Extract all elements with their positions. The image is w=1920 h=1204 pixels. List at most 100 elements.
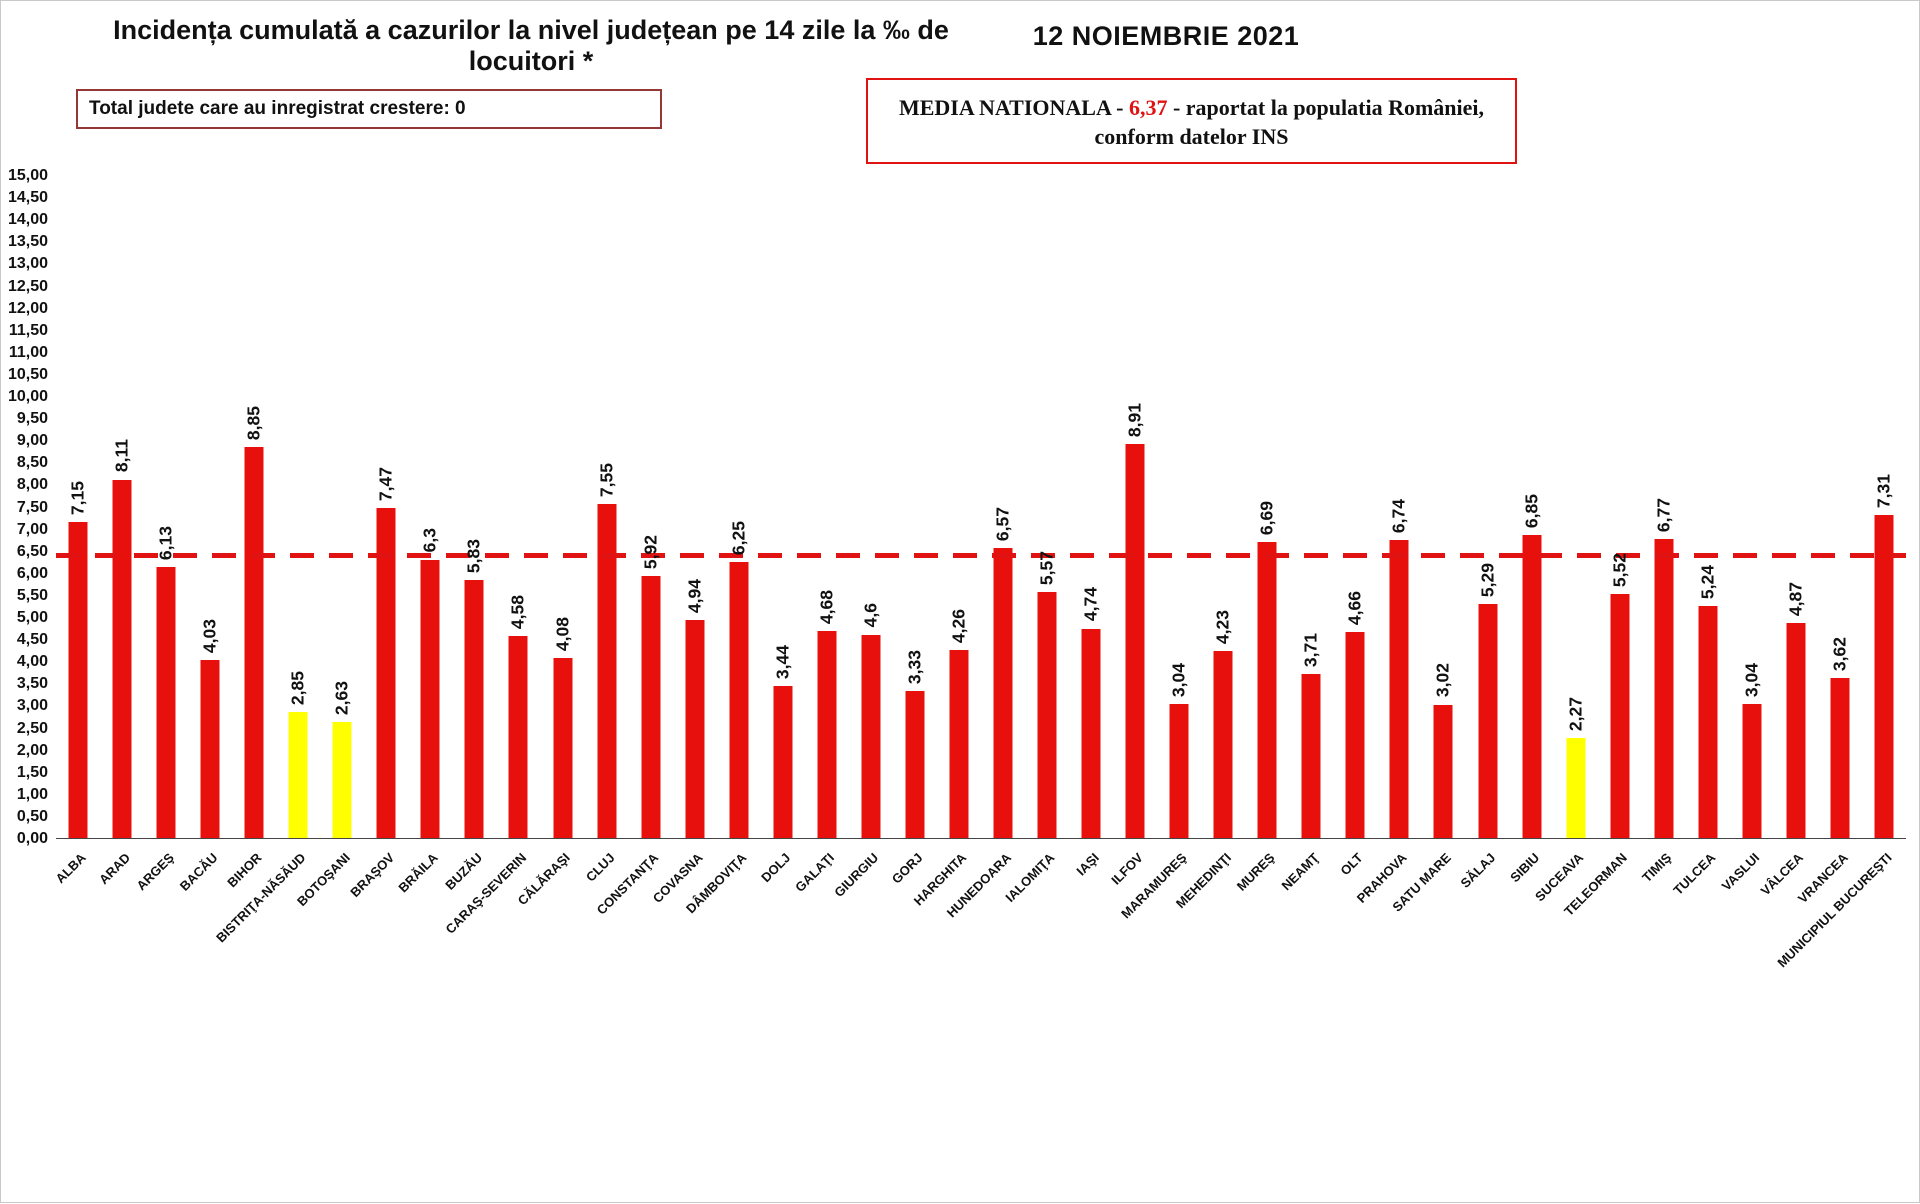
y-tick-label: 3,00 bbox=[16, 697, 48, 715]
bar-sibiu bbox=[1522, 535, 1542, 838]
bar-alba bbox=[68, 521, 88, 838]
national-average-suffix: - raportat la populatia României, bbox=[1167, 95, 1485, 120]
bar-slot-prahova: 6,74 bbox=[1377, 176, 1421, 838]
bar-slot-maramureş: 3,04 bbox=[1157, 176, 1201, 838]
bar-slot-covasna: 4,94 bbox=[673, 176, 717, 838]
bar-slot-caraş-severin: 4,58 bbox=[496, 176, 540, 838]
category-slot-municipiul bucureşti: MUNICIPIUL BUCUREŞTI bbox=[1774, 840, 1906, 1010]
y-tick-label: 10,50 bbox=[7, 365, 48, 383]
category-slot-argeş: ARGEŞ bbox=[133, 840, 188, 1010]
value-label-argeş: 6,13 bbox=[155, 526, 176, 561]
category-slot-suceava: SUCEAVA bbox=[1532, 840, 1598, 1010]
bar-slot-dâmboviţa: 6,25 bbox=[717, 176, 761, 838]
y-tick-label: 9,00 bbox=[16, 432, 48, 450]
value-label-sibiu: 6,85 bbox=[1521, 494, 1542, 529]
value-label-satu mare: 3,02 bbox=[1432, 663, 1453, 698]
bar-slot-mureş: 6,69 bbox=[1245, 176, 1289, 838]
value-label-cluj: 7,55 bbox=[596, 463, 617, 498]
y-tick-label: 13,00 bbox=[7, 255, 48, 273]
category-slot-gorj: GORJ bbox=[889, 840, 937, 1010]
bar-neamţ bbox=[1301, 674, 1321, 838]
y-tick-label: 1,00 bbox=[16, 785, 48, 803]
bar-constanţa bbox=[641, 576, 661, 838]
bar-slot-suceava: 2,27 bbox=[1554, 176, 1598, 838]
category-slot-arad: ARAD bbox=[96, 840, 144, 1010]
value-label-tulcea: 5,24 bbox=[1697, 565, 1718, 600]
bar-slot-sibiu: 6,85 bbox=[1510, 176, 1554, 838]
value-label-vrancea: 3,62 bbox=[1829, 636, 1850, 671]
category-slot-mureş: MUREŞ bbox=[1234, 840, 1289, 1010]
bar-slot-vaslui: 3,04 bbox=[1730, 176, 1774, 838]
y-tick-label: 0,50 bbox=[16, 807, 48, 825]
bar-galaţi bbox=[817, 631, 837, 838]
category-slot-braşov: BRAŞOV bbox=[347, 840, 408, 1010]
value-label-giurgiu: 4,6 bbox=[860, 603, 881, 628]
bar-slot-giurgiu: 4,6 bbox=[849, 176, 893, 838]
y-tick-label: 1,50 bbox=[16, 763, 48, 781]
bar-dolj bbox=[773, 685, 793, 838]
bar-bacău bbox=[200, 659, 220, 838]
category-label-dolj: DOLJ bbox=[758, 850, 794, 886]
category-slot-covasna: COVASNA bbox=[649, 840, 717, 1010]
bar-dâmboviţa bbox=[729, 561, 749, 838]
bar-harghita bbox=[949, 649, 969, 838]
bar-sălaj bbox=[1478, 604, 1498, 838]
y-tick-label: 9,50 bbox=[16, 410, 48, 428]
category-slot-călăraşi: CĂLĂRAŞI bbox=[515, 840, 585, 1010]
national-average-reference-line bbox=[56, 553, 1906, 559]
x-axis-labels: ALBA ARAD ARGEŞ BACĂU BIHOR BISTRIŢA-NĂSĂUD BO… bbox=[52, 840, 1906, 1010]
bar-prahova bbox=[1389, 540, 1409, 838]
bar-brăila bbox=[420, 559, 440, 838]
bar-slot-municipiul bucureşti: 7,31 bbox=[1862, 176, 1906, 838]
bar-slot-constanţa: 5,92 bbox=[629, 176, 673, 838]
y-tick-label: 13,50 bbox=[7, 233, 48, 251]
y-tick-label: 3,50 bbox=[16, 675, 48, 693]
bar-covasna bbox=[685, 619, 705, 838]
y-tick-label: 5,50 bbox=[16, 586, 48, 604]
bar-municipiul bucureşti bbox=[1874, 514, 1894, 838]
y-tick-label: 10,00 bbox=[7, 388, 48, 405]
bar-giurgiu bbox=[861, 634, 881, 838]
bar-slot-tulcea: 5,24 bbox=[1686, 176, 1730, 838]
bar-slot-iaşi: 4,74 bbox=[1069, 176, 1113, 838]
national-average-value: 6,37 bbox=[1128, 95, 1168, 120]
category-slot-ilfov: ILFOV bbox=[1108, 840, 1157, 1010]
bar-bistriţa-năsăud bbox=[288, 712, 308, 838]
y-tick-label: 7,50 bbox=[16, 498, 48, 516]
bar-slot-dolj: 3,44 bbox=[761, 176, 805, 838]
y-tick-label: 2,00 bbox=[16, 741, 48, 759]
category-slot-satu mare: SATU MARE bbox=[1390, 840, 1465, 1010]
bar-slot-botoşani: 2,63 bbox=[320, 176, 364, 838]
bar-slot-alba: 7,15 bbox=[56, 176, 100, 838]
value-label-brăila: 6,3 bbox=[419, 528, 440, 553]
value-label-vaslui: 3,04 bbox=[1741, 662, 1762, 697]
category-slot-harghita: HARGHITA bbox=[911, 840, 981, 1010]
bar-slot-vrancea: 3,62 bbox=[1818, 176, 1862, 838]
y-tick-label: 6,50 bbox=[16, 542, 48, 560]
value-label-neamţ: 3,71 bbox=[1300, 632, 1321, 668]
value-label-bistriţa-năsăud: 2,85 bbox=[287, 670, 308, 706]
bar-slot-buzău: 5,83 bbox=[452, 176, 496, 838]
bar-slot-harghita: 4,26 bbox=[937, 176, 981, 838]
category-slot-sibiu: SIBIU bbox=[1507, 840, 1554, 1010]
category-label-alba: ALBA bbox=[52, 850, 89, 887]
date-label: 12 NOIEMBRIE 2021 bbox=[1032, 21, 1300, 51]
category-slot-prahova: PRAHOVA bbox=[1354, 840, 1421, 1010]
value-label-dâmboviţa: 6,25 bbox=[728, 520, 749, 555]
total-growth-box: Total judete care au inregistrat crester… bbox=[76, 89, 662, 129]
category-slot-ialomiţa: IALOMIŢA bbox=[1003, 840, 1069, 1010]
value-label-mureş: 6,69 bbox=[1256, 501, 1277, 536]
value-label-suceava: 2,27 bbox=[1565, 696, 1586, 731]
y-axis: 15,00 14,50 14,00 13,50 13,00 12,50 12,00 11,50… bbox=[1, 1, 51, 1204]
category-slot-olt: OLT bbox=[1333, 840, 1377, 1010]
category-slot-cluj: CLUJ bbox=[583, 840, 629, 1010]
bar-maramureş bbox=[1169, 703, 1189, 838]
bar-ilfov bbox=[1125, 444, 1145, 838]
bar-slot-sălaj: 5,29 bbox=[1466, 176, 1510, 838]
value-label-ialomiţa: 5,57 bbox=[1036, 550, 1057, 585]
value-label-bihor: 8,85 bbox=[243, 405, 264, 440]
bar-slot-argeş: 6,13 bbox=[144, 176, 188, 838]
value-label-municipiul bucureşti: 7,31 bbox=[1873, 473, 1894, 508]
y-tick-label: 14,00 bbox=[7, 211, 48, 229]
y-tick-label: 4,00 bbox=[16, 653, 48, 671]
